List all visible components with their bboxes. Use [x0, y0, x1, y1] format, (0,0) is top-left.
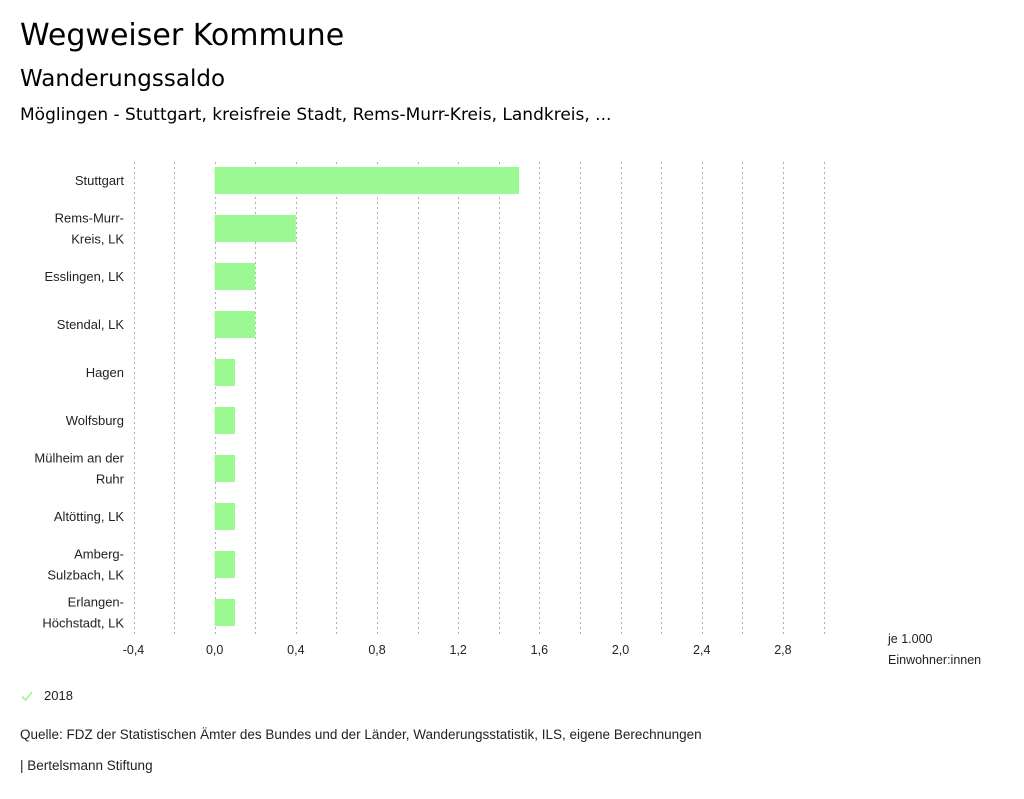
bars — [214, 167, 520, 626]
x-tick-label: 1,6 — [531, 643, 548, 657]
category-label: Hagen — [86, 365, 124, 380]
unit-label-line: je 1.000 — [887, 632, 933, 646]
bar[interactable] — [214, 455, 235, 482]
bar[interactable] — [214, 599, 235, 626]
category-label: Wolfsburg — [66, 413, 124, 428]
category-label-line: Mülheim an der — [34, 451, 124, 466]
unit-label-line: Einwohner:innen — [888, 653, 981, 667]
category-label-line: Wolfsburg — [66, 413, 124, 428]
bar[interactable] — [214, 263, 256, 290]
category-label-line: Rems-Murr- — [55, 211, 124, 226]
check-icon — [21, 690, 33, 701]
category-label-line: Amberg- — [74, 547, 124, 562]
publisher-note: | Bertelsmann Stiftung — [20, 758, 153, 773]
x-tick-labels: -0,4 0,0 0,4 0,8 1,2 1,6 2,0 2,4 2,8 — [123, 643, 792, 657]
x-tick-label: -0,4 — [123, 643, 145, 657]
category-label: Mülheim an der Ruhr — [34, 451, 124, 487]
bar[interactable] — [214, 215, 296, 242]
x-tick-label: 2,8 — [774, 643, 791, 657]
bar[interactable] — [214, 503, 235, 530]
x-axis-unit-label: je 1.000 Einwohner:innen — [887, 632, 981, 667]
category-label: Amberg- Sulzbach, LK — [47, 547, 124, 583]
x-tick-label: 0,4 — [287, 643, 304, 657]
category-label-line: Hagen — [86, 365, 124, 380]
page-title: Wegweiser Kommune — [20, 18, 345, 53]
bar[interactable] — [214, 407, 235, 434]
x-tick-label: 2,0 — [612, 643, 629, 657]
category-label: Altötting, LK — [54, 509, 124, 524]
category-label-line: Esslingen, LK — [45, 269, 125, 284]
x-tick-label: 1,2 — [450, 643, 467, 657]
category-label-line: Sulzbach, LK — [47, 568, 124, 583]
category-label-line: Stuttgart — [75, 173, 125, 188]
x-tick-label: 0,8 — [368, 643, 385, 657]
source-note: Quelle: FDZ der Statistischen Ämter des … — [20, 727, 702, 742]
category-label: Esslingen, LK — [45, 269, 125, 284]
chart-subtitle: Wanderungssaldo — [20, 66, 226, 92]
category-label-line: Stendal, LK — [57, 317, 125, 332]
category-label: Stendal, LK — [57, 317, 125, 332]
x-tick-label: 0,0 — [206, 643, 223, 657]
category-label: Erlangen- Höchstadt, LK — [42, 595, 124, 631]
category-label-line: Altötting, LK — [54, 509, 124, 524]
category-label-line: Ruhr — [96, 472, 125, 487]
legend-label: 2018 — [44, 688, 73, 703]
bar[interactable] — [214, 311, 256, 338]
category-label-line: Kreis, LK — [71, 232, 124, 247]
bar-chart: Stuttgart Rems-Murr- Kreis, LK Esslingen, L… — [34, 162, 981, 667]
category-label-line: Erlangen- — [68, 595, 124, 610]
grid-lines — [134, 162, 825, 636]
legend-item-2018[interactable]: 2018 — [20, 688, 73, 703]
bar[interactable] — [214, 551, 235, 578]
category-label-line: Höchstadt, LK — [42, 616, 124, 631]
category-labels: Stuttgart Rems-Murr- Kreis, LK Esslingen, L… — [34, 173, 124, 631]
chart-context: Möglingen - Stuttgart, kreisfreie Stadt,… — [20, 105, 612, 125]
bar[interactable] — [214, 359, 235, 386]
bar[interactable] — [214, 167, 520, 194]
x-tick-label: 2,4 — [693, 643, 710, 657]
category-label: Stuttgart — [75, 173, 125, 188]
category-label: Rems-Murr- Kreis, LK — [55, 211, 125, 247]
